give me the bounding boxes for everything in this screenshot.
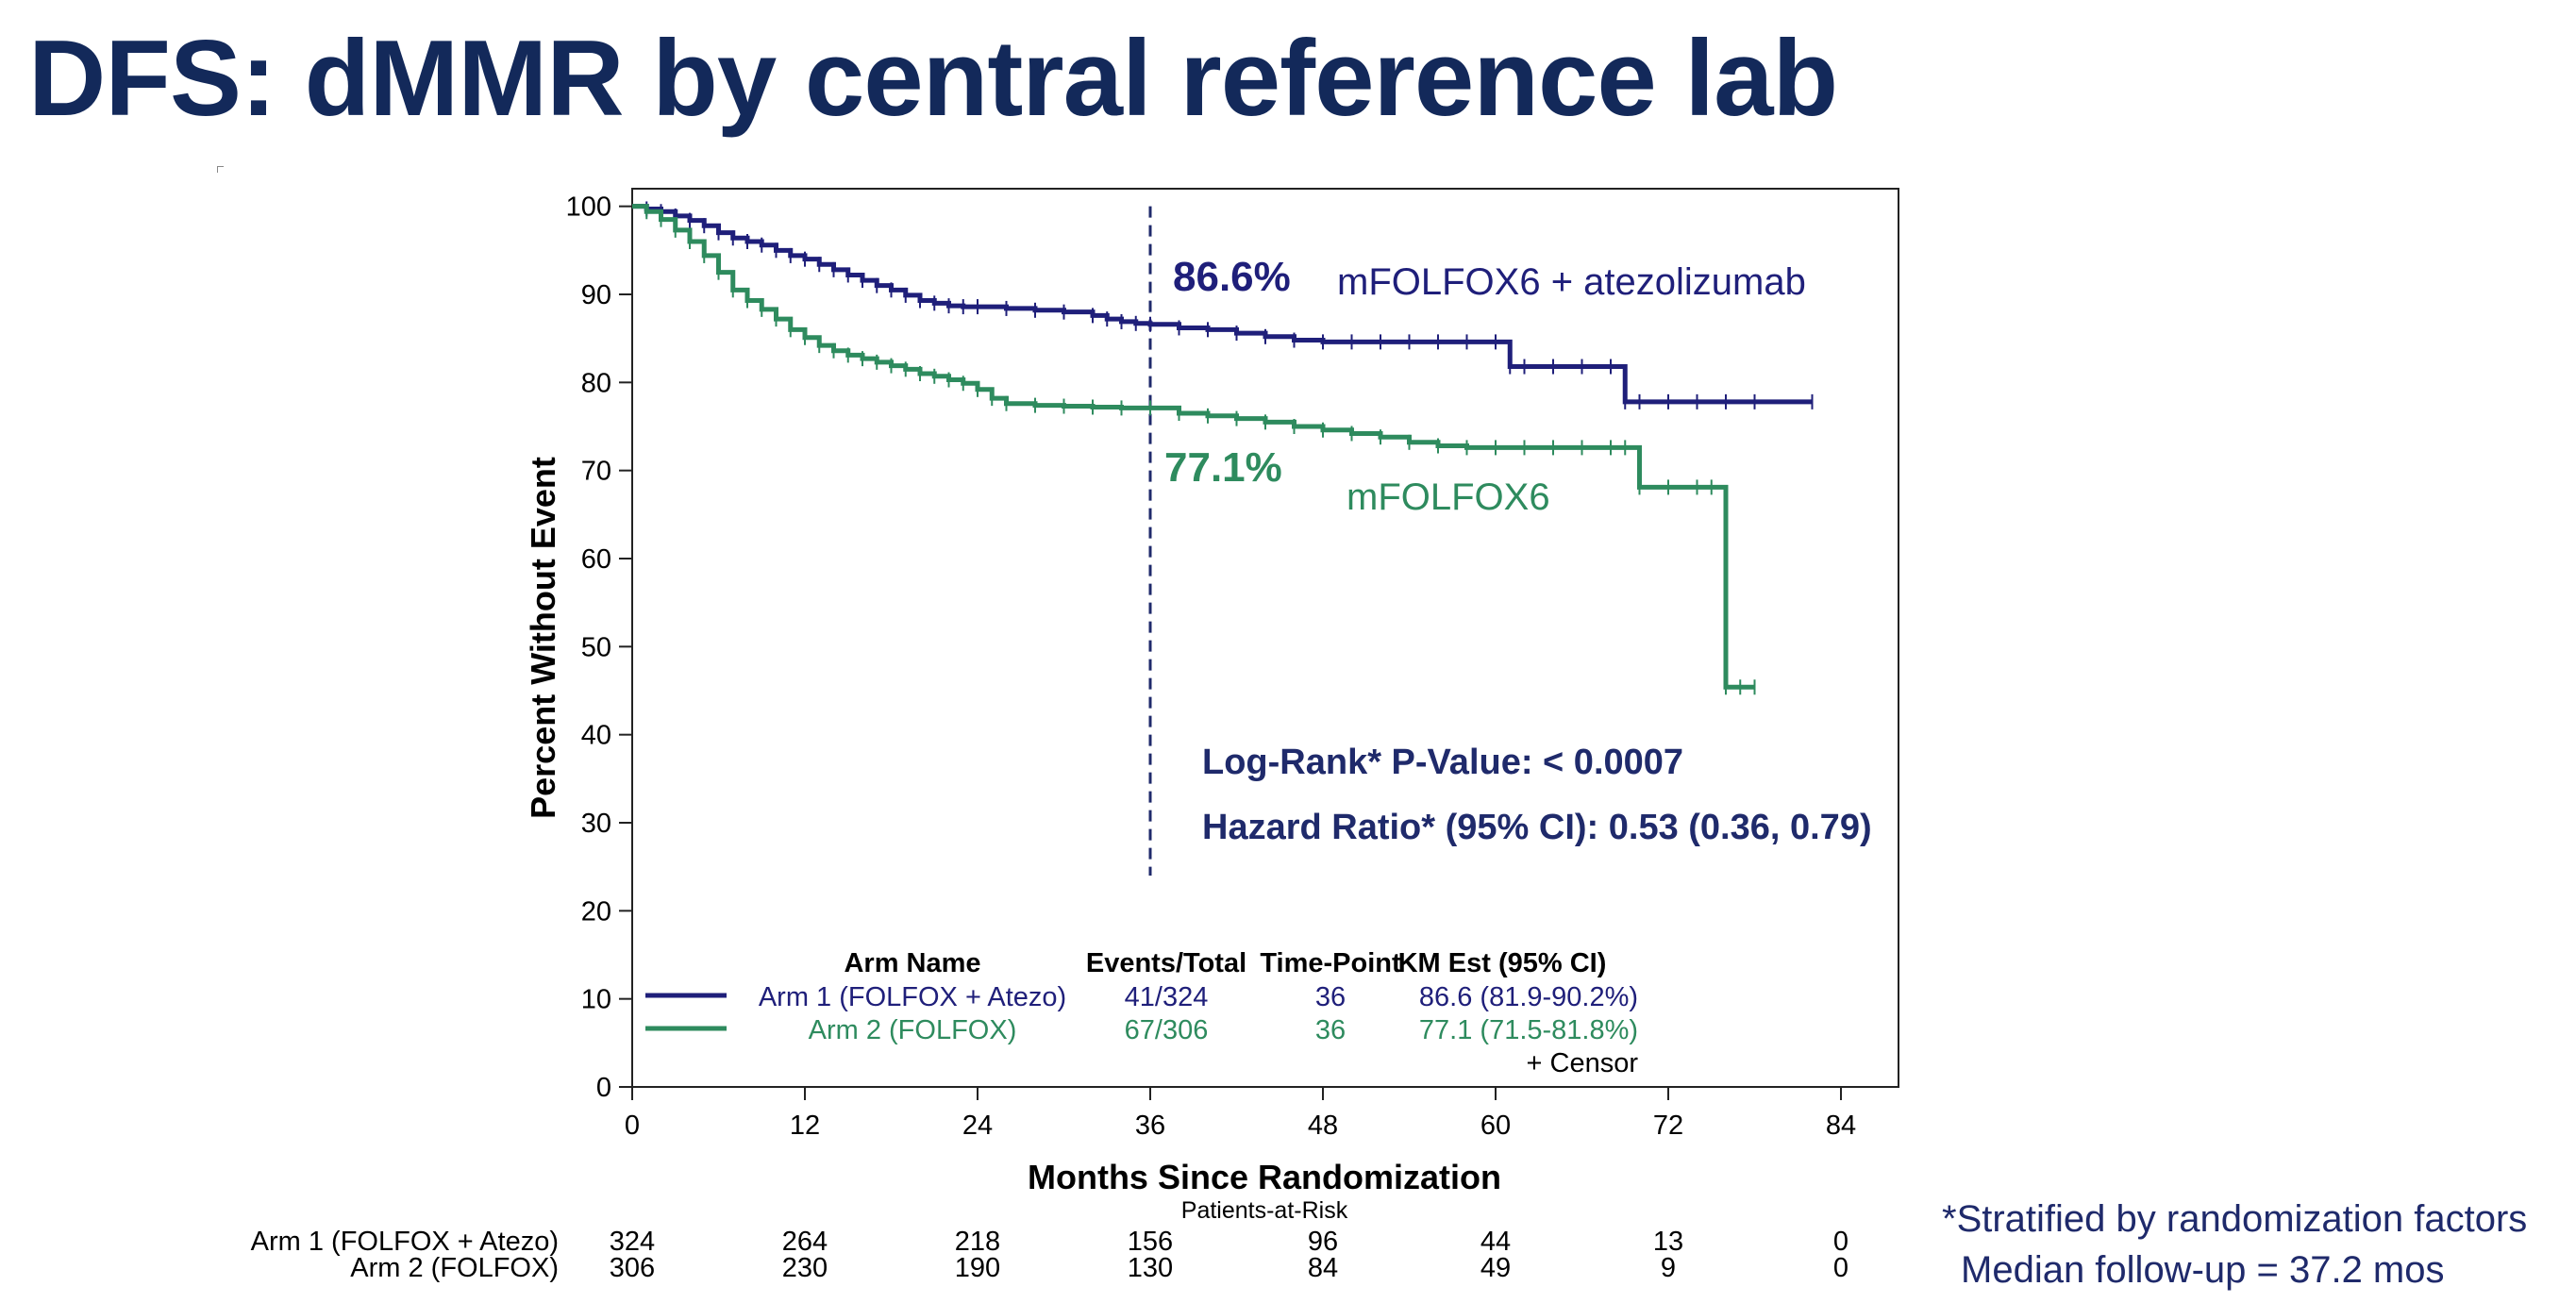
footnote-median-followup: Median follow-up = 37.2 mos <box>1961 1249 2445 1291</box>
legend-arm1-km: 86.6 (81.9-90.2%) <box>1419 982 1638 1012</box>
at-risk-arm2-label: Arm 2 (FOLFOX) <box>350 1253 559 1283</box>
y-axis: 0 10 20 30 40 50 60 70 80 90 100 <box>566 192 632 1103</box>
at-risk-table: Patients-at-Risk Arm 1 (FOLFOX + Atezo) … <box>251 1197 1848 1283</box>
y-tick-label: 50 <box>581 632 611 662</box>
at-risk-title: Patients-at-Risk <box>1181 1197 1348 1224</box>
at-risk-value-arm2: 84 <box>1308 1253 1338 1283</box>
footnote-stratified: *Stratified by randomization factors <box>1942 1198 2528 1240</box>
x-tick-label: 84 <box>1826 1111 1856 1141</box>
legend-arm1-events: 41/324 <box>1125 982 1209 1012</box>
y-tick-label: 40 <box>581 721 611 751</box>
y-tick-label: 0 <box>596 1073 611 1103</box>
x-tick-label: 60 <box>1480 1111 1511 1141</box>
legend-arm2-timepoint: 36 <box>1315 1015 1346 1045</box>
at-risk-value-arm1: 218 <box>955 1227 1000 1257</box>
legend-header-timepoint: Time-Point <box>1260 948 1401 978</box>
y-tick-label: 20 <box>581 896 611 927</box>
x-tick-label: 36 <box>1135 1111 1165 1141</box>
legend-arm1-timepoint: 36 <box>1315 982 1346 1012</box>
legend-censor: + Censor <box>1527 1048 1639 1078</box>
x-axis-label: Months Since Randomization <box>1028 1158 1501 1196</box>
legend-header-events: Events/Total <box>1086 948 1246 978</box>
at-risk-value-arm1: 44 <box>1480 1227 1511 1257</box>
legend-arm1-name: Arm 1 (FOLFOX + Atezo) <box>759 982 1066 1012</box>
at-risk-value-arm2: 0 <box>1833 1253 1848 1283</box>
x-tick-label: 48 <box>1308 1111 1338 1141</box>
legend-arm2-km: 77.1 (71.5-81.8%) <box>1419 1015 1638 1045</box>
legend-table: Arm Name Events/Total Time-Point KM Est … <box>645 948 1638 1078</box>
x-tick-label: 0 <box>625 1111 640 1141</box>
at-risk-value-arm2: 190 <box>955 1253 1000 1283</box>
at-risk-value-arm1: 156 <box>1128 1227 1173 1257</box>
y-tick-label: 30 <box>581 809 611 839</box>
y-tick-label: 100 <box>566 192 611 223</box>
legend-arm2-name: Arm 2 (FOLFOX) <box>809 1015 1017 1045</box>
y-tick-label: 90 <box>581 280 611 310</box>
legend-header-km: KM Est (95% CI) <box>1398 948 1607 978</box>
arm1-point-estimate: 86.6% <box>1173 254 1291 300</box>
x-tick-label: 72 <box>1653 1111 1683 1141</box>
at-risk-value-arm1: 0 <box>1833 1227 1848 1257</box>
at-risk-value-arm2: 49 <box>1480 1253 1511 1283</box>
at-risk-value-arm2: 306 <box>610 1253 655 1283</box>
hazard-ratio-annotation: Hazard Ratio* (95% CI): 0.53 (0.36, 0.79… <box>1202 808 1872 847</box>
corner-mark <box>217 166 224 173</box>
x-tick-label: 24 <box>962 1111 993 1141</box>
at-risk-value-arm2: 230 <box>782 1253 828 1283</box>
logrank-annotation: Log-Rank* P-Value: < 0.0007 <box>1202 743 1683 782</box>
at-risk-value-arm1: 13 <box>1653 1227 1683 1257</box>
y-axis-label: Percent Without Event <box>524 457 562 819</box>
y-tick-label: 80 <box>581 368 611 398</box>
arm2-curve-label: mFOLFOX6 <box>1347 476 1550 518</box>
page-title: DFS: dMMR by central reference lab <box>28 19 1838 139</box>
y-tick-label: 60 <box>581 544 611 575</box>
x-tick-label: 12 <box>790 1111 820 1141</box>
at-risk-value-arm2: 130 <box>1128 1253 1173 1283</box>
y-tick-label: 70 <box>581 457 611 487</box>
km-curve-arm2 <box>632 204 1755 690</box>
at-risk-value-arm1: 324 <box>610 1227 655 1257</box>
at-risk-arm1-label: Arm 1 (FOLFOX + Atezo) <box>251 1227 559 1257</box>
legend-arm2-events: 67/306 <box>1125 1015 1209 1045</box>
at-risk-value-arm1: 264 <box>782 1227 828 1257</box>
at-risk-value-arm1: 96 <box>1308 1227 1338 1257</box>
y-tick-label: 10 <box>581 985 611 1015</box>
km-curve-arm1 <box>632 204 1813 405</box>
legend-header-arm: Arm Name <box>844 948 980 978</box>
arm1-curve-label: mFOLFOX6 + atezolizumab <box>1337 261 1806 303</box>
at-risk-value-arm2: 9 <box>1661 1253 1676 1283</box>
arm2-point-estimate: 77.1% <box>1164 444 1282 491</box>
km-curves <box>632 201 1814 695</box>
x-axis: 0 12 24 36 48 60 72 84 <box>625 1087 1856 1141</box>
plot-frame <box>631 188 1899 1088</box>
